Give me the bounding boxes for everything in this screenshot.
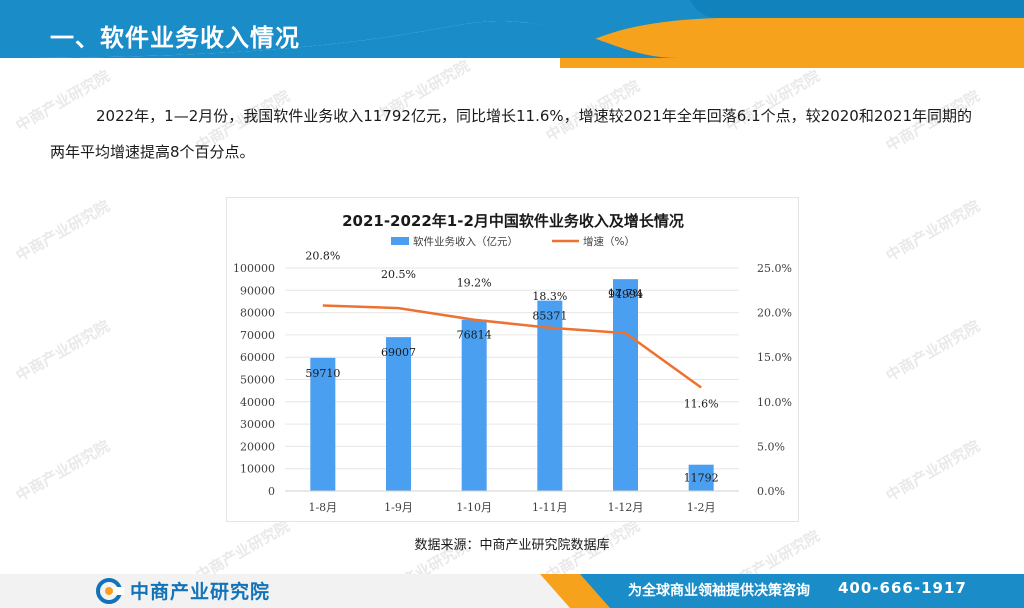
bar — [613, 279, 638, 491]
chart-title: 2021-2022年1-2月中国软件业务收入及增长情况 — [342, 212, 684, 230]
growth-data-label: 20.5% — [381, 268, 416, 281]
growth-data-label: 20.8% — [305, 249, 340, 262]
bar — [386, 337, 411, 491]
bar-data-label: 59710 — [305, 367, 340, 380]
growth-data-label: 11.6% — [684, 398, 719, 411]
legend-swatch-revenue — [391, 237, 409, 245]
bar — [537, 300, 563, 491]
x-tick-label: 1-11月 — [532, 501, 568, 514]
legend-label-growth: 增速（%） — [583, 235, 635, 248]
watermark: 中商产业研究院 — [12, 436, 113, 505]
growth-data-label: 18.3% — [532, 290, 567, 303]
bar-data-label: 85371 — [532, 310, 567, 323]
legend-label-revenue: 软件业务收入（亿元） — [413, 235, 518, 248]
y-left-tick-label: 100000 — [233, 262, 275, 275]
y-right-tick-label: 25.0% — [757, 262, 792, 275]
y-right-tick-label: 10.0% — [757, 396, 792, 409]
y-right-tick-label: 15.0% — [757, 351, 792, 364]
footer-banner — [0, 574, 1024, 608]
growth-data-label: 19.2% — [457, 277, 492, 290]
growth-data-label: 17.7% — [608, 287, 643, 300]
bar — [310, 357, 336, 491]
intro-text: 2022年，1—2月份，我国软件业务收入11792亿元，同比增长11.6%，增速… — [50, 98, 980, 170]
footer-logo: 中商产业研究院 — [96, 577, 270, 604]
header-banner: 一、软件业务收入情况 — [0, 0, 1024, 68]
footer-logo-text: 中商产业研究院 — [130, 581, 271, 603]
y-right-tick-label: 20.0% — [757, 307, 792, 320]
bar-data-label: 11792 — [684, 472, 719, 485]
x-tick-label: 1-12月 — [608, 501, 644, 514]
y-left-tick-label: 40000 — [240, 396, 275, 409]
footer-phone: 400-666-1917 — [838, 579, 967, 597]
watermark: 中商产业研究院 — [12, 316, 113, 385]
y-left-tick-label: 0 — [268, 485, 275, 498]
growth-line — [322, 304, 702, 389]
bar — [688, 464, 714, 491]
company-logo-icon — [96, 577, 124, 604]
y-left-tick-label: 30000 — [240, 418, 275, 431]
header-background — [0, 0, 1024, 68]
y-right-tick-label: 0.0% — [757, 485, 785, 498]
y-right-tick-label: 5.0% — [757, 440, 785, 453]
y-left-tick-label: 70000 — [240, 329, 275, 342]
y-left-tick-label: 60000 — [240, 351, 275, 364]
bar-data-label: 69007 — [381, 346, 416, 359]
watermark: 中商产业研究院 — [12, 196, 113, 265]
y-left-tick-label: 80000 — [240, 307, 275, 320]
x-tick-label: 1-2月 — [687, 501, 716, 514]
watermark: 中商产业研究院 — [882, 316, 983, 385]
x-tick-label: 1-8月 — [308, 501, 337, 514]
y-left-tick-label: 20000 — [240, 440, 275, 453]
watermark: 中商产业研究院 — [882, 436, 983, 505]
y-left-tick-label: 50000 — [240, 374, 275, 387]
x-tick-label: 1-10月 — [456, 501, 492, 514]
footer-slogan: 为全球商业领袖提供决策咨询 — [628, 583, 810, 599]
watermark: 中商产业研究院 — [882, 196, 983, 265]
y-left-tick-label: 90000 — [240, 284, 275, 297]
chart-container: 2021-2022年1-2月中国软件业务收入及增长情况软件业务收入（亿元） 增速（… — [226, 197, 799, 522]
bar-data-label: 94994 — [608, 288, 643, 301]
bar — [461, 319, 487, 491]
data-source: 数据来源：中商产业研究院数据库 — [414, 538, 610, 553]
intro-paragraph: 2022年，1—2月份，我国软件业务收入11792亿元，同比增长11.6%，增速… — [50, 107, 973, 161]
bar-data-label: 76814 — [457, 329, 492, 342]
page-title: 一、软件业务收入情况 — [50, 24, 300, 52]
x-tick-label: 1-9月 — [384, 501, 413, 514]
y-left-tick-label: 10000 — [240, 463, 275, 476]
